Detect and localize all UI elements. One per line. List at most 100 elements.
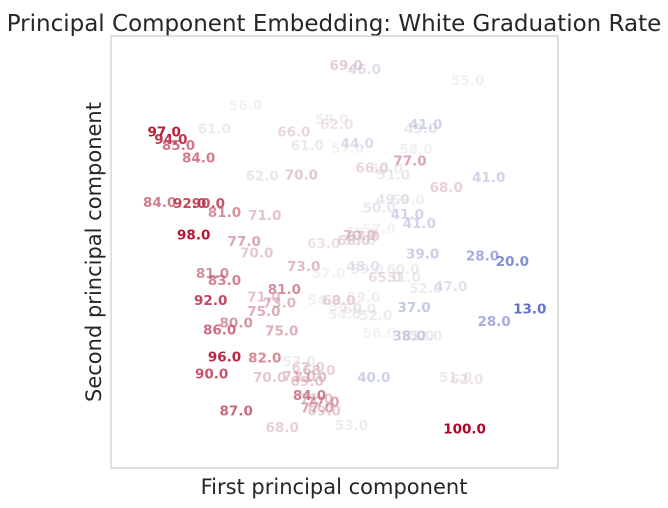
point-label: 68.0 <box>302 363 335 379</box>
point-label: 28.0 <box>477 314 510 330</box>
point-label: 90.0 <box>195 367 228 383</box>
point-label: 69.0 <box>329 58 362 74</box>
point-label: 58.0 <box>399 142 432 158</box>
point-label: 81.0 <box>196 266 229 282</box>
point-label: 97.0 <box>148 124 181 140</box>
point-label: 59.0 <box>392 193 425 209</box>
point-label: 53.0 <box>283 354 316 370</box>
point-label: 41.0 <box>472 170 505 186</box>
point-label: 71.0 <box>294 370 327 386</box>
point-label: 69.0 <box>291 374 324 390</box>
point-label: 68.0 <box>322 293 355 309</box>
point-label: 41.0 <box>391 207 424 223</box>
point-label: 13.0 <box>513 302 546 318</box>
plot-area <box>110 35 559 469</box>
point-label: 57.0 <box>312 266 345 282</box>
point-label: 68.0 <box>266 420 299 436</box>
point-label: 53.0 <box>343 233 376 249</box>
point-label: 77.0 <box>306 394 339 410</box>
point-label: 73.0 <box>287 259 320 275</box>
point-label: 52.0 <box>409 281 442 297</box>
point-label: 71.0 <box>248 208 281 224</box>
point-label: 81.0 <box>268 282 301 298</box>
point-label: 84.0 <box>182 150 215 166</box>
point-label: 41.0 <box>403 216 436 232</box>
point-label: 65.0 <box>368 270 401 286</box>
point-label: 77.0 <box>393 153 426 169</box>
point-label: 77.0 <box>300 400 333 416</box>
point-label: 40.0 <box>357 370 390 386</box>
point-label: 59.0 <box>350 262 383 278</box>
point-label: 38.0 <box>392 329 425 345</box>
chart-title: Principal Component Embedding: White Gra… <box>7 11 662 37</box>
point-label: 80.0 <box>220 315 253 331</box>
point-label: 51.0 <box>377 168 410 184</box>
point-label: 57.0 <box>345 225 378 241</box>
point-label: 49.0 <box>376 192 409 208</box>
point-label: 61.0 <box>198 122 231 138</box>
point-label: 54.0 <box>308 293 341 309</box>
point-label: 62.0 <box>245 168 278 184</box>
point-label: 59.0 <box>347 290 380 306</box>
point-label: 100.0 <box>443 422 486 438</box>
point-label: 47.0 <box>434 279 467 295</box>
point-label: 71.0 <box>283 369 316 385</box>
point-label: 84.0 <box>143 195 176 211</box>
point-label: 87.0 <box>220 403 253 419</box>
point-label: 61.0 <box>291 138 324 154</box>
point-label: 39.0 <box>406 247 439 263</box>
point-label: 77.0 <box>228 234 261 250</box>
point-label: 60.0 <box>343 302 376 318</box>
point-label: 37.0 <box>397 300 430 316</box>
point-label: 70.0 <box>240 246 273 262</box>
point-label: 52.0 <box>359 308 392 324</box>
point-label: 86.0 <box>203 323 236 339</box>
x-axis-label: First principal component <box>201 475 468 499</box>
point-label: 48.0 <box>346 259 379 275</box>
point-label: 28.0 <box>466 248 499 264</box>
point-label: 70.0 <box>253 370 286 386</box>
point-label: 62.0 <box>320 117 353 133</box>
point-label: 57.0 <box>363 222 396 238</box>
point-label: 60.0 <box>370 162 403 178</box>
point-label: 56.0 <box>229 98 262 114</box>
point-label: 81.0 <box>208 205 241 221</box>
point-label: 71.0 <box>300 392 333 408</box>
point-label: 56.0 <box>363 326 396 342</box>
point-label: 62.0 <box>450 372 483 388</box>
y-axis-label: Second principal component <box>82 102 106 402</box>
point-label: 51.0 <box>439 370 472 386</box>
point-label: 57.0 <box>331 141 364 157</box>
point-label: 75.0 <box>247 304 280 320</box>
point-label: 51.0 <box>388 270 421 286</box>
point-label: 60.0 <box>386 262 419 278</box>
point-label: 66.0 <box>277 124 310 140</box>
point-label: 59.0 <box>315 112 348 128</box>
point-label: 73.0 <box>263 295 296 311</box>
point-label: 54.0 <box>328 307 361 323</box>
point-label: 75.0 <box>265 324 298 340</box>
point-label: 69.0 <box>308 403 341 419</box>
point-label: 92.0 <box>194 293 227 309</box>
point-label: 90.0 <box>192 196 225 212</box>
point-label: 70.0 <box>285 168 318 184</box>
point-label: 67.0 <box>291 360 324 376</box>
point-label: 85.0 <box>162 138 195 154</box>
point-label: 66.0 <box>337 233 370 249</box>
point-label: 53.0 <box>335 418 368 434</box>
point-label: 46.0 <box>348 62 381 78</box>
point-label: 50.0 <box>363 200 396 216</box>
point-label: 84.0 <box>293 388 326 404</box>
point-label: 49.0 <box>404 121 437 137</box>
point-label: 63.0 <box>307 236 340 252</box>
point-label: 83.0 <box>208 273 241 289</box>
point-label: 71.0 <box>247 289 280 305</box>
point-label: 98.0 <box>177 228 210 244</box>
point-label: 52.0 <box>409 329 442 345</box>
point-label: 41.0 <box>409 117 442 133</box>
point-label: 66.0 <box>355 161 388 177</box>
point-label: 94.0 <box>154 132 187 148</box>
point-label: 92.0 <box>173 196 206 212</box>
scatter-points: 69.046.055.056.059.062.0 41.049.097.0 61.0… <box>143 58 546 437</box>
